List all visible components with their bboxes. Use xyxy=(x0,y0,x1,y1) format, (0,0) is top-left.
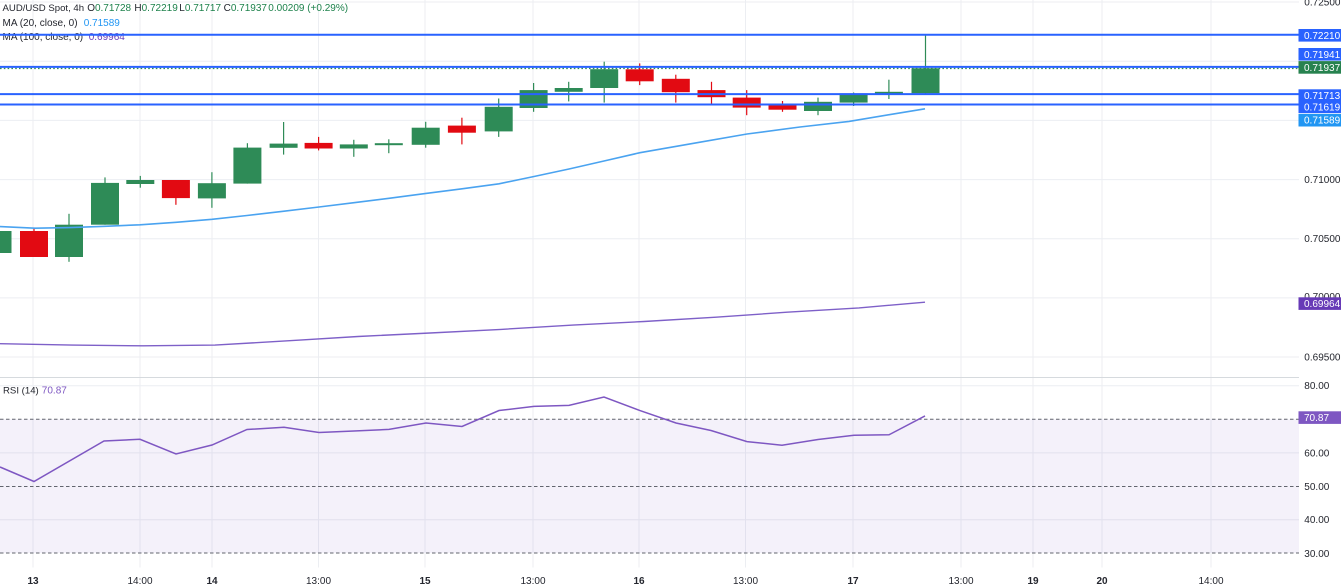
svg-text:0.69964: 0.69964 xyxy=(1304,299,1341,310)
svg-text:0.70500: 0.70500 xyxy=(1304,234,1341,245)
svg-text:15: 15 xyxy=(419,576,431,586)
svg-text:O0.71728: O0.71728 xyxy=(87,3,131,14)
svg-text:14:00: 14:00 xyxy=(1198,576,1223,586)
svg-text:0.72210: 0.72210 xyxy=(1304,31,1341,42)
svg-text:0.71589: 0.71589 xyxy=(84,18,121,29)
svg-text:70.87: 70.87 xyxy=(42,386,67,397)
svg-text:60.00: 60.00 xyxy=(1304,448,1329,459)
svg-text:0.72500: 0.72500 xyxy=(1304,0,1341,9)
svg-text:16: 16 xyxy=(633,576,645,586)
svg-text:MA (20, close, 0): MA (20, close, 0) xyxy=(3,18,78,29)
svg-text:0.71713: 0.71713 xyxy=(1304,91,1341,102)
svg-text:70.87: 70.87 xyxy=(1304,413,1329,424)
svg-text:AUD/USD Spot, 4h: AUD/USD Spot, 4h xyxy=(3,3,85,14)
svg-text:50.00: 50.00 xyxy=(1304,482,1329,493)
svg-text:H0.72219: H0.72219 xyxy=(134,3,178,14)
svg-text:20: 20 xyxy=(1096,576,1108,586)
svg-text:30.00: 30.00 xyxy=(1304,549,1329,560)
svg-text:19: 19 xyxy=(1027,576,1039,586)
svg-text:0.69500: 0.69500 xyxy=(1304,353,1341,364)
svg-text:40.00: 40.00 xyxy=(1304,515,1329,526)
svg-text:0.71937: 0.71937 xyxy=(1304,63,1341,74)
svg-text:13:00: 13:00 xyxy=(948,576,973,586)
svg-text:MA (100, close, 0): MA (100, close, 0) xyxy=(3,32,84,43)
svg-text:L0.71717: L0.71717 xyxy=(179,3,221,14)
svg-text:0.71000: 0.71000 xyxy=(1304,175,1341,186)
svg-text:13:00: 13:00 xyxy=(306,576,331,586)
svg-text:C0.71937: C0.71937 xyxy=(224,3,268,14)
svg-text:17: 17 xyxy=(847,576,859,586)
svg-text:13:00: 13:00 xyxy=(520,576,545,586)
svg-text:0.00209 (+0.29%): 0.00209 (+0.29%) xyxy=(268,3,348,14)
svg-text:0.71619: 0.71619 xyxy=(1304,102,1341,113)
svg-text:RSI (14): RSI (14) xyxy=(3,386,39,397)
svg-text:13: 13 xyxy=(27,576,39,586)
svg-text:0.71589: 0.71589 xyxy=(1304,116,1341,127)
svg-text:14:00: 14:00 xyxy=(127,576,152,586)
svg-text:0.71941: 0.71941 xyxy=(1304,50,1341,61)
svg-text:13:00: 13:00 xyxy=(733,576,758,586)
svg-text:14: 14 xyxy=(206,576,218,586)
svg-text:0.69964: 0.69964 xyxy=(89,32,126,43)
svg-text:80.00: 80.00 xyxy=(1304,381,1329,392)
